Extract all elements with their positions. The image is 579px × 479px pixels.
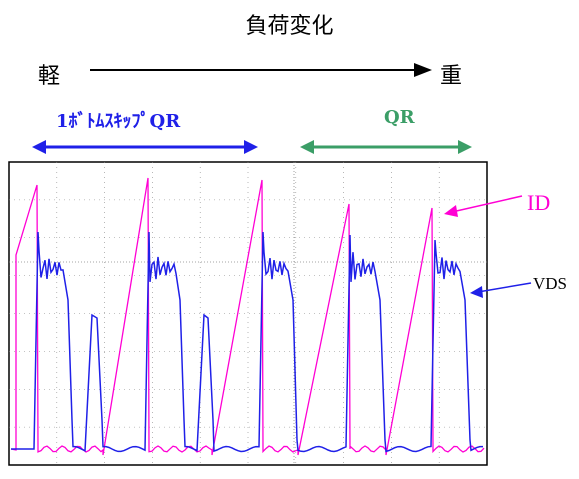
id-waveform bbox=[10, 177, 485, 456]
vds-label: VDS bbox=[533, 274, 568, 293]
vds-waveform bbox=[11, 231, 483, 453]
vds-pointer-arrow bbox=[470, 282, 532, 298]
bottom-skip-qr-range-arrow bbox=[32, 140, 258, 154]
page-title: 負荷変化 bbox=[245, 14, 334, 39]
mode-label-qr: QR bbox=[384, 107, 415, 128]
light-load-label: 軽 bbox=[38, 64, 61, 89]
oscilloscope-screen bbox=[8, 161, 488, 466]
qr-range-arrow bbox=[300, 140, 472, 154]
heavy-load-label: 重 bbox=[440, 64, 463, 89]
mode-label-bottom-skip-qr: 1ﾎﾞﾄﾑｽｷｯﾌﾟQR bbox=[56, 111, 181, 132]
scope-grid bbox=[9, 162, 487, 465]
load-change-arrow bbox=[90, 63, 432, 77]
id-pointer-arrow bbox=[444, 195, 523, 217]
id-label: ID bbox=[527, 190, 551, 215]
